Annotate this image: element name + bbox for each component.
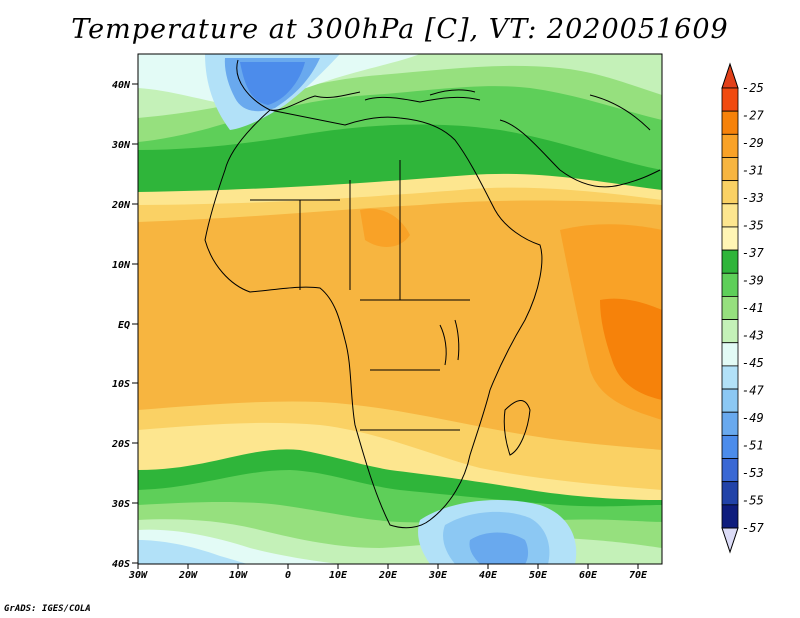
lat-label: 30S bbox=[111, 499, 130, 510]
colorbar-swatch bbox=[721, 504, 739, 529]
colorbar-labels: -25 -27 -29 -31 -33 -35 -37 -39 -41 -43 -45 -47 -49 -… bbox=[742, 81, 764, 535]
colorbar-swatch bbox=[721, 203, 739, 228]
colorbar-swatch bbox=[721, 226, 739, 251]
colorbar-swatch bbox=[721, 365, 739, 390]
lat-label: 40N bbox=[112, 80, 131, 91]
lat-tick-40n: 40N bbox=[112, 80, 138, 91]
colorbar-swatch bbox=[721, 157, 739, 182]
lon-tick-20w: 20W bbox=[178, 564, 198, 581]
temperature-field bbox=[138, 54, 662, 564]
lon-label: 30W bbox=[128, 570, 148, 581]
colorbar-label: -51 bbox=[742, 439, 764, 453]
lat-tick-40s: 40S bbox=[112, 559, 138, 570]
colorbar-label: -35 bbox=[742, 219, 764, 233]
colorbar-swatch bbox=[721, 342, 739, 367]
lon-label: 10E bbox=[329, 570, 348, 581]
colorbar: -25 -27 -29 -31 -33 -35 -37 -39 -41 -43 -45 -47 -49 -… bbox=[721, 62, 764, 554]
lon-tick-30e: 30E bbox=[428, 564, 448, 581]
colorbar-label: -57 bbox=[742, 521, 764, 535]
colorbar-swatch bbox=[721, 272, 739, 297]
colorbar-swatch bbox=[721, 388, 739, 413]
colorbar-swatch bbox=[721, 434, 739, 459]
lon-label: 50E bbox=[529, 570, 548, 581]
lat-tick-10n: 10N bbox=[112, 260, 138, 271]
lon-label: 40E bbox=[479, 570, 498, 581]
lon-tick-10e: 10E bbox=[329, 564, 348, 581]
lon-tick-10w: 10W bbox=[229, 564, 248, 581]
lon-tick-70e: 70E bbox=[629, 564, 648, 581]
colorbar-swatch bbox=[721, 249, 739, 274]
longitude-axis: 30W 20W 10W 0 10E 20E 30E 40E 50E 60E 70… bbox=[128, 564, 648, 581]
colorbar-swatch bbox=[721, 411, 739, 436]
lon-label: 0 bbox=[285, 570, 291, 581]
colorbar-label: -27 bbox=[742, 109, 764, 123]
lon-tick-60e: 60E bbox=[579, 564, 598, 581]
colorbar-swatch bbox=[721, 133, 739, 158]
colorbar-swatch bbox=[721, 110, 739, 135]
lon-label: 70E bbox=[629, 570, 648, 581]
latitude-axis: 40N 30N 20N 10N EQ 10S 20S 30S 40S bbox=[111, 80, 138, 570]
colorbar-label: -55 bbox=[742, 494, 764, 508]
lon-tick-20e: 20E bbox=[378, 564, 398, 581]
plot-frame bbox=[137, 53, 663, 565]
colorbar-label: -53 bbox=[742, 466, 764, 480]
lon-tick-30w: 30W bbox=[128, 564, 148, 581]
lat-label: EQ bbox=[118, 320, 130, 331]
coastlines bbox=[204, 59, 661, 529]
colorbar-label: -33 bbox=[742, 191, 764, 205]
lat-label: 40S bbox=[112, 559, 130, 570]
colorbar-bottom-arrow bbox=[721, 527, 739, 554]
lon-label: 20E bbox=[378, 570, 398, 581]
colorbar-label: -39 bbox=[742, 274, 764, 288]
colorbar-top-arrow bbox=[721, 62, 739, 89]
lat-label: 10N bbox=[112, 260, 131, 271]
colorbar-swatch bbox=[721, 180, 739, 205]
map-title: Temperature at 300hPa [C], VT: 202005160… bbox=[71, 14, 729, 45]
lat-label: 30N bbox=[111, 140, 131, 151]
lon-tick-0: 0 bbox=[285, 564, 291, 581]
colorbar-swatch bbox=[721, 87, 739, 112]
grads-credit: GrADS: IGES/COLA bbox=[4, 604, 91, 614]
colorbar-label: -31 bbox=[742, 164, 764, 178]
lon-tick-40e: 40E bbox=[479, 564, 498, 581]
lon-tick-50e: 50E bbox=[529, 564, 548, 581]
lat-tick-10s: 10S bbox=[112, 379, 138, 390]
colorbar-label: -37 bbox=[742, 246, 764, 260]
colorbar-label: -47 bbox=[742, 384, 764, 398]
colorbar-swatch bbox=[721, 481, 739, 506]
lon-label: 60E bbox=[579, 570, 598, 581]
colorbar-label: -41 bbox=[742, 301, 764, 315]
lat-tick-20s: 20S bbox=[111, 439, 138, 450]
colorbar-label: -43 bbox=[742, 329, 764, 343]
colorbar-label: -45 bbox=[742, 356, 764, 370]
colorbar-swatch bbox=[721, 458, 739, 483]
lon-label: 10W bbox=[229, 570, 248, 581]
lat-label: 10S bbox=[112, 379, 130, 390]
lat-label: 20N bbox=[111, 200, 131, 211]
lat-tick-eq: EQ bbox=[118, 320, 138, 331]
colorbar-swatch bbox=[721, 319, 739, 344]
colorbar-swatches bbox=[721, 87, 739, 529]
lon-label: 20W bbox=[178, 570, 198, 581]
colorbar-swatch bbox=[721, 296, 739, 320]
colorbar-label: -25 bbox=[742, 81, 764, 95]
colorbar-label: -29 bbox=[742, 136, 764, 150]
lat-tick-30n: 30N bbox=[111, 140, 138, 151]
lat-tick-20n: 20N bbox=[111, 200, 138, 211]
lat-label: 20S bbox=[111, 439, 130, 450]
lon-label: 30E bbox=[428, 570, 448, 581]
colorbar-label: -49 bbox=[742, 411, 764, 425]
lat-tick-30s: 30S bbox=[111, 499, 138, 510]
